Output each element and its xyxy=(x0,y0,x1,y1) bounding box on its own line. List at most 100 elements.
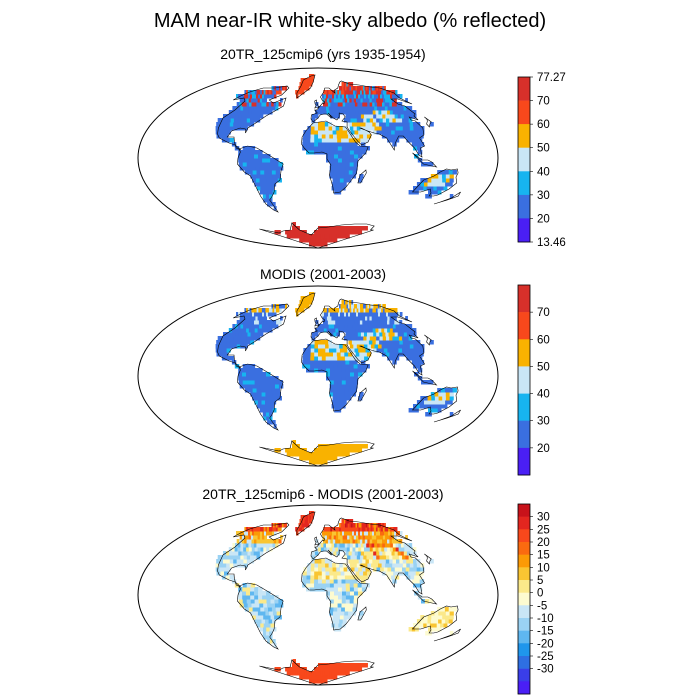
coastline-south-america xyxy=(237,145,284,213)
colorbar-tick-label: 60 xyxy=(537,119,550,131)
coastline-great-britain xyxy=(314,536,320,546)
colorbar-swatch xyxy=(518,218,530,243)
coastlines-2 xyxy=(217,292,461,466)
coastline-africa xyxy=(301,120,369,194)
coastline-greenland xyxy=(296,74,316,99)
colorbar-tick-label: 5 xyxy=(537,575,543,587)
coastline-japan xyxy=(424,553,432,565)
colorbar-tick-label: -10 xyxy=(537,613,554,625)
colorbar-swatch xyxy=(518,312,530,340)
coastline-antarctica xyxy=(259,222,375,248)
colorbar-swatch xyxy=(518,656,530,669)
coastline-madagascar xyxy=(357,169,367,184)
colorbar-tick-label: 40 xyxy=(537,389,550,401)
colorbar-tick-label: 20 xyxy=(537,443,550,455)
colorbar-swatch xyxy=(518,420,530,449)
colorbar-swatch xyxy=(518,605,530,619)
coastline-eurasia xyxy=(310,80,426,158)
colorbar-tick-label: 13.46 xyxy=(537,237,566,249)
colorbar-swatch xyxy=(518,580,530,593)
colorbar-tick-label: 70 xyxy=(537,307,550,319)
colorbar-tick-label: 15 xyxy=(537,550,550,562)
colorbar-swatch xyxy=(518,681,530,695)
colorbar-swatch xyxy=(518,285,530,313)
coastline-australia xyxy=(411,386,459,415)
colorbar-swatch xyxy=(518,147,530,172)
map-grid-cells-3 xyxy=(215,511,457,684)
coastline-new-zealand xyxy=(433,409,461,423)
colorbar-tick-label: -20 xyxy=(537,638,554,650)
map-panel-2 xyxy=(137,285,499,467)
map-grid-cells-1 xyxy=(215,74,457,247)
coastline-eurasia xyxy=(310,517,426,595)
coastline-north-america xyxy=(217,522,290,588)
colorbar-tick-label: 20 xyxy=(537,213,550,225)
colorbar-swatch xyxy=(518,393,530,422)
coastline-africa xyxy=(301,557,369,631)
coastline-japan xyxy=(424,334,432,346)
colorbar-tick-label: 60 xyxy=(537,334,550,346)
coastline-new-zealand xyxy=(433,628,461,642)
colorbar-tick-label: -15 xyxy=(537,626,554,638)
colorbar-tick-label: 77.27 xyxy=(537,72,566,84)
colorbar-swatch xyxy=(518,100,530,125)
coastline-greenland xyxy=(296,511,316,536)
coastline-north-america xyxy=(217,85,290,151)
coastline-indonesia xyxy=(412,152,438,168)
figure-title: MAM near-IR white-sky albedo (% reflecte… xyxy=(153,10,547,32)
coastline-madagascar xyxy=(357,606,367,621)
map-border-1 xyxy=(137,67,499,249)
panel-1-title: 20TR_125cmip6 (yrs 1935-1954) xyxy=(220,46,426,62)
colorbar-swatch xyxy=(518,542,530,555)
colorbar-swatch xyxy=(518,366,530,394)
colorbar-tick-label: 30 xyxy=(537,190,550,202)
coastline-australia xyxy=(411,168,459,197)
coastlines-3 xyxy=(217,511,461,685)
coastline-australia xyxy=(411,605,459,634)
colorbar-swatch xyxy=(518,592,530,606)
coastline-indonesia xyxy=(412,370,438,386)
coastline-antarctica xyxy=(259,659,375,685)
coastline-new-zealand xyxy=(433,191,461,205)
colorbar-swatch xyxy=(518,194,530,219)
map-border-2 xyxy=(137,285,499,467)
colorbar-2: 70 60 50 40 30 20 xyxy=(517,284,550,476)
map-grid-cells-2 xyxy=(215,292,457,465)
map-border-3 xyxy=(137,504,499,686)
colorbar-swatch xyxy=(518,504,530,517)
coastline-madagascar xyxy=(357,387,367,402)
colorbar-swatch xyxy=(518,516,530,530)
coastline-north-america xyxy=(217,303,290,369)
colorbar-swatch xyxy=(518,77,530,101)
colorbar-tick-label: 30 xyxy=(537,416,550,428)
coastline-japan xyxy=(424,116,432,128)
colorbar-swatch xyxy=(518,339,530,367)
colorbar-tick-label: 40 xyxy=(537,166,550,178)
coastline-indonesia xyxy=(412,589,438,605)
colorbar-swatch xyxy=(518,554,530,568)
colorbar-swatch xyxy=(518,618,530,631)
colorbar-tick-label: 0 xyxy=(537,588,543,600)
coastline-africa xyxy=(301,338,369,412)
colorbar-swatch xyxy=(518,124,530,148)
colorbar-tick-label: 70 xyxy=(537,96,550,108)
colorbar-swatch xyxy=(518,643,530,657)
panel-3-title: 20TR_125cmip6 - MODIS (2001-2003) xyxy=(202,486,444,502)
colorbar-tick-label: 20 xyxy=(537,537,550,549)
coastline-south-america xyxy=(237,582,284,650)
panel-2-title: MODIS (2001-2003) xyxy=(259,266,387,282)
colorbar-swatch xyxy=(518,630,530,644)
colorbar-tick-label: 25 xyxy=(537,524,550,536)
map-panel-3 xyxy=(137,504,499,686)
coastline-great-britain xyxy=(314,317,320,327)
colorbar-tick-label: 50 xyxy=(537,361,550,373)
colorbar-swatch xyxy=(518,447,530,476)
coastlines-1 xyxy=(217,74,461,248)
colorbar-tick-label: 30 xyxy=(537,512,550,524)
colorbar-tick-label: -25 xyxy=(537,651,554,663)
coastline-antarctica xyxy=(259,440,375,466)
colorbar-tick-label: -30 xyxy=(537,664,554,676)
colorbar-tick-label: -5 xyxy=(537,600,547,612)
